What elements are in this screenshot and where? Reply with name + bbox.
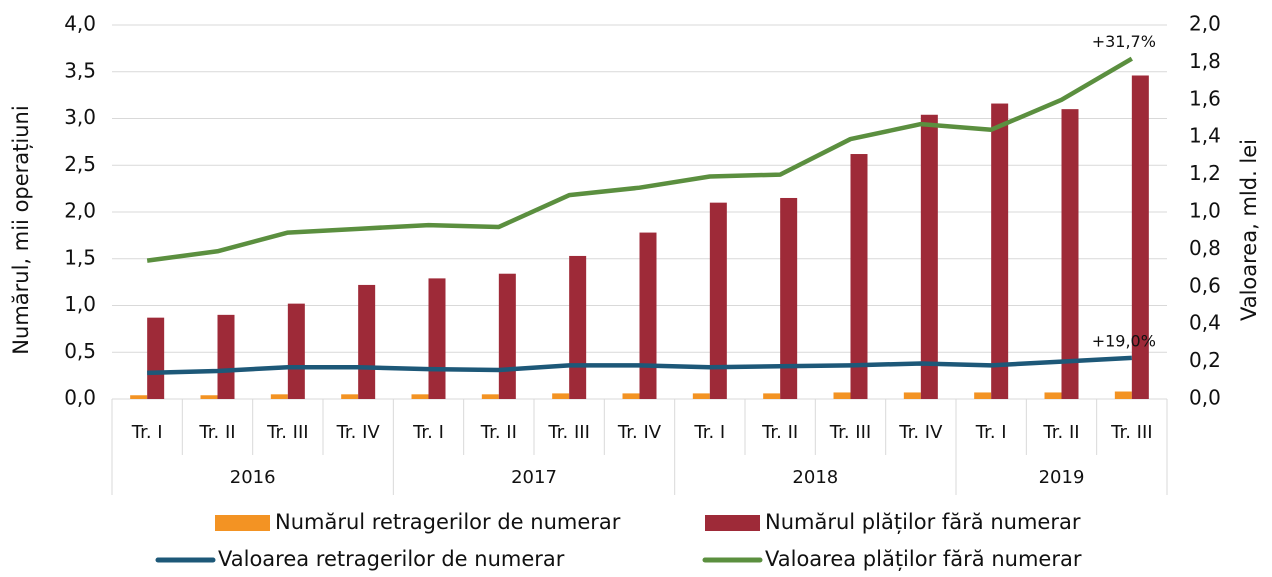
y2-tick-label: 1,8 <box>1189 49 1221 73</box>
y-axis-label: Numărul, mii operațiuni <box>9 105 33 354</box>
y-tick-label: 4,0 <box>64 12 96 36</box>
legend-swatch <box>215 515 270 531</box>
y2-tick-label: 0,6 <box>1189 273 1221 297</box>
y2-axis-label: Valoarea, mld. lei <box>1237 139 1261 321</box>
x-tick-label: Tr. II <box>761 422 798 443</box>
y-tick-label: 3,0 <box>64 105 96 129</box>
x-tick-label: Tr. III <box>829 422 871 443</box>
bar <box>709 202 727 399</box>
y-tick-label: 2,0 <box>64 199 96 223</box>
bar <box>920 114 938 399</box>
x-tick-label: Tr. I <box>975 422 1007 443</box>
y2-tick-label: 1,0 <box>1189 199 1221 223</box>
bar <box>411 394 429 399</box>
legend-label: Numărul plăților fără numerar <box>765 510 1081 534</box>
bar <box>552 393 570 399</box>
bar <box>1061 109 1079 400</box>
y2-tick-label: 2,0 <box>1189 12 1221 36</box>
x-tick-label: Tr. II <box>1042 422 1079 443</box>
bar <box>780 197 798 399</box>
bar <box>639 232 657 399</box>
legend-label: Valoarea plăților fără numerar <box>765 547 1082 571</box>
y2-tick-label: 1,2 <box>1189 161 1221 185</box>
group-label: 2017 <box>511 467 557 488</box>
bar <box>1114 391 1132 399</box>
y-tick-label: 0,0 <box>64 386 96 410</box>
line-series <box>147 355 1132 376</box>
bar <box>147 317 165 399</box>
x-tick-label: Tr. II <box>480 422 517 443</box>
group-label: 2018 <box>792 467 838 488</box>
y2-tick-label: 0,4 <box>1189 311 1221 335</box>
y-tick-label: 0,5 <box>64 339 96 363</box>
y2-tick-label: 1,4 <box>1189 124 1221 148</box>
bar <box>481 394 499 399</box>
bar <box>287 303 305 399</box>
bar <box>270 394 288 399</box>
bar <box>692 393 710 399</box>
legend-label: Valoarea retragerilor de numerar <box>218 547 565 571</box>
line-series <box>146 56 1133 263</box>
bar <box>763 393 781 399</box>
bar <box>498 273 516 399</box>
y2-tick-label: 1,6 <box>1189 86 1221 110</box>
y2-tick-label: 0,2 <box>1189 348 1221 372</box>
y-tick-label: 2,5 <box>64 152 96 176</box>
bar <box>850 154 868 399</box>
bar <box>200 395 218 399</box>
x-tick-label: Tr. III <box>266 422 308 443</box>
bar <box>903 392 921 399</box>
y-tick-label: 1,0 <box>64 292 96 316</box>
legend-label: Numărul retragerilor de numerar <box>275 510 621 534</box>
x-tick-label: Tr. III <box>1110 422 1152 443</box>
x-tick-label: Tr. I <box>131 422 163 443</box>
bar <box>1131 75 1149 400</box>
x-tick-label: Tr. I <box>693 422 725 443</box>
group-label: 2019 <box>1039 467 1085 488</box>
x-tick-label: Tr. III <box>547 422 589 443</box>
x-tick-label: Tr. IV <box>898 422 943 443</box>
bar <box>974 392 992 399</box>
y-tick-label: 1,5 <box>64 245 96 269</box>
x-tick-label: Tr. IV <box>336 422 381 443</box>
y2-tick-label: 0,0 <box>1189 386 1221 410</box>
bar <box>341 394 359 399</box>
group-label: 2016 <box>230 467 276 488</box>
x-tick-label: Tr. IV <box>617 422 662 443</box>
annotation: +19,0% <box>1092 331 1156 350</box>
bar <box>130 395 148 399</box>
bar <box>833 392 851 399</box>
bar <box>622 393 640 399</box>
bar <box>358 284 376 399</box>
bar <box>569 255 587 399</box>
legend-swatch <box>705 515 760 531</box>
y-tick-label: 3,5 <box>64 58 96 82</box>
annotation: +31,7% <box>1092 32 1156 51</box>
bar <box>428 278 446 399</box>
bar <box>991 103 1009 399</box>
y2-tick-label: 0,8 <box>1189 236 1221 260</box>
x-tick-label: Tr. II <box>198 422 235 443</box>
x-tick-label: Tr. I <box>412 422 444 443</box>
bar <box>217 314 235 399</box>
bar <box>1044 392 1062 399</box>
